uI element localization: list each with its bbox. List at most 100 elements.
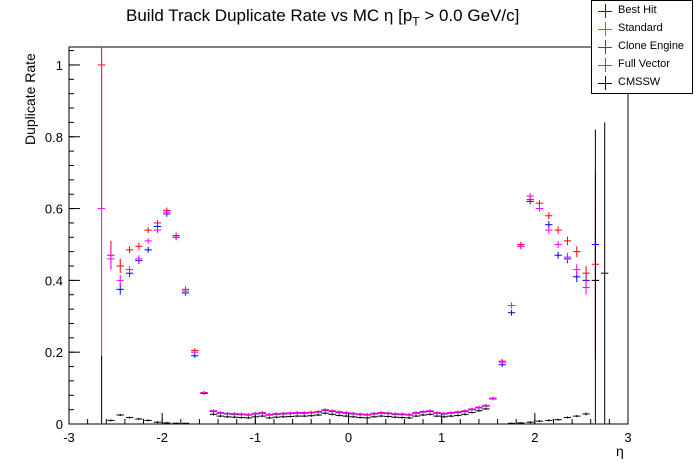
data-point-full-vector-barrel — [223, 411, 232, 415]
data-point-cmssw — [573, 415, 581, 418]
data-point-full-vector-barrel — [419, 409, 427, 413]
series-layer — [97, 47, 609, 425]
data-point-full-vector — [200, 391, 208, 395]
data-point-full-vector-barrel — [384, 411, 392, 415]
chart-title-main: Build Track Duplicate Rate vs MC η [p — [126, 6, 413, 25]
data-point-full-vector-barrel — [377, 411, 385, 414]
data-point-full-vector — [172, 234, 180, 241]
data-point-cmssw — [107, 419, 115, 422]
data-point-cmssw — [554, 418, 562, 421]
data-point-cmssw — [163, 421, 171, 424]
data-point-full-vector-barrel — [237, 412, 246, 416]
data-point-full-vector-barrel — [475, 405, 483, 409]
data-point-full-vector — [507, 302, 516, 309]
data-point-clone-engine — [563, 236, 572, 246]
legend-marker-clone-engine — [598, 40, 612, 54]
y-tick-label: 0.8 — [45, 130, 63, 145]
data-point-cmssw-barrel — [314, 413, 322, 417]
data-point-full-vector — [563, 252, 572, 262]
data-point-cmssw — [563, 416, 572, 419]
data-point-full-vector-barrel — [279, 411, 287, 415]
chart-title-sub: T — [412, 14, 420, 29]
data-point-cmssw-barrel — [447, 415, 455, 418]
data-point-full-vector-barrel — [321, 408, 329, 412]
data-point-cmssw — [507, 422, 516, 424]
data-point-cmssw — [535, 420, 544, 423]
data-point-cmssw — [601, 122, 609, 424]
data-point-cmssw-barrel — [370, 415, 378, 418]
data-point-cmssw-barrel — [321, 412, 329, 415]
legend-label-cmssw: CMSSW — [618, 76, 661, 88]
data-point-full-vector-barrel — [307, 410, 315, 414]
data-point-cmssw-barrel — [216, 415, 225, 418]
data-point-full-vector — [144, 238, 152, 244]
data-point-clone-engine — [125, 246, 134, 254]
x-tick-label: -3 — [63, 430, 75, 445]
data-point-clone-engine — [535, 200, 544, 207]
axis-ticks: -3 -2 -1 0 1 2 3 0 0.2 0.4 0.6 0.8 1 — [45, 50, 632, 445]
data-point-full-vector-barrel — [461, 409, 469, 413]
plot-frame — [68, 46, 629, 425]
data-point-best-hit — [191, 353, 199, 358]
data-point-full-vector — [489, 397, 497, 400]
data-point-full-vector-barrel — [426, 409, 434, 413]
data-point-cmssw — [582, 412, 590, 416]
legend-item-clone-engine: Clone Engine — [592, 38, 692, 56]
data-point-cmssw-barrel — [433, 415, 441, 418]
legend-marker-cmssw — [598, 76, 612, 90]
plot-border — [68, 46, 629, 425]
data-point-cmssw-barrel — [286, 415, 294, 418]
data-point-cmssw — [172, 422, 180, 424]
data-point-full-vector-barrel — [209, 409, 218, 413]
data-point-cmssw — [125, 416, 134, 419]
data-point-full-vector — [535, 205, 544, 212]
legend-label-best-hit: Best Hit — [618, 4, 657, 16]
data-point-clone-engine — [573, 246, 581, 258]
data-point-full-vector-barrel — [356, 412, 364, 416]
chart-title-tail: > 0.0 GeV/c] — [419, 6, 520, 25]
data-point-full-vector — [107, 248, 115, 270]
data-point-cmssw — [517, 422, 525, 424]
data-point-cmssw-barrel — [412, 415, 420, 418]
data-point-full-vector-barrel — [272, 412, 280, 416]
data-point-cmssw-barrel — [307, 414, 315, 417]
legend-label-standard: Standard — [618, 22, 663, 34]
data-point-full-vector-barrel — [216, 411, 225, 414]
data-point-full-vector — [181, 288, 190, 295]
legend-marker-full-vector — [598, 58, 612, 72]
data-point-cmssw-barrel — [349, 415, 357, 418]
data-point-cmssw — [181, 422, 190, 424]
data-point-cmssw-barrel — [419, 413, 427, 417]
data-point-full-vector — [125, 266, 134, 274]
y-axis-label: Duplicate Rate — [22, 53, 38, 145]
data-point-cmssw-barrel — [482, 407, 490, 410]
y-tick-label: 1 — [56, 58, 63, 73]
data-point-cmssw-barrel — [300, 415, 308, 418]
data-point-cmssw-barrel — [356, 416, 364, 419]
data-point-cmssw — [144, 419, 152, 422]
legend-label-clone-engine: Clone Engine — [618, 40, 685, 52]
data-point-full-vector-barrel — [433, 411, 441, 414]
data-point-full-vector — [517, 243, 525, 250]
data-point-cmssw-barrel — [244, 416, 253, 419]
data-point-clone-engine — [144, 227, 152, 233]
data-point-cmssw-barrel — [258, 415, 266, 418]
data-point-full-vector-barrel — [300, 411, 308, 414]
data-point-full-vector-barrel — [468, 407, 476, 411]
x-tick-label: 0 — [345, 430, 352, 445]
data-point-cmssw — [153, 421, 162, 424]
data-point-clone-engine — [545, 212, 553, 220]
data-point-clone-engine — [582, 266, 590, 281]
data-point-full-vector — [191, 350, 199, 355]
y-tick-label: 0.6 — [45, 202, 63, 217]
data-point-full-vector — [582, 280, 590, 295]
data-point-clone-engine — [153, 220, 162, 226]
data-point-full-vector-barrel — [342, 411, 350, 414]
x-tick-label: -2 — [156, 430, 168, 445]
data-point-cmssw-barrel — [426, 413, 434, 416]
x-tick-label: -1 — [250, 430, 262, 445]
data-point-cmssw-barrel — [391, 416, 399, 419]
data-point-full-vector-barrel — [363, 412, 371, 416]
x-tick-label: 3 — [624, 430, 631, 445]
